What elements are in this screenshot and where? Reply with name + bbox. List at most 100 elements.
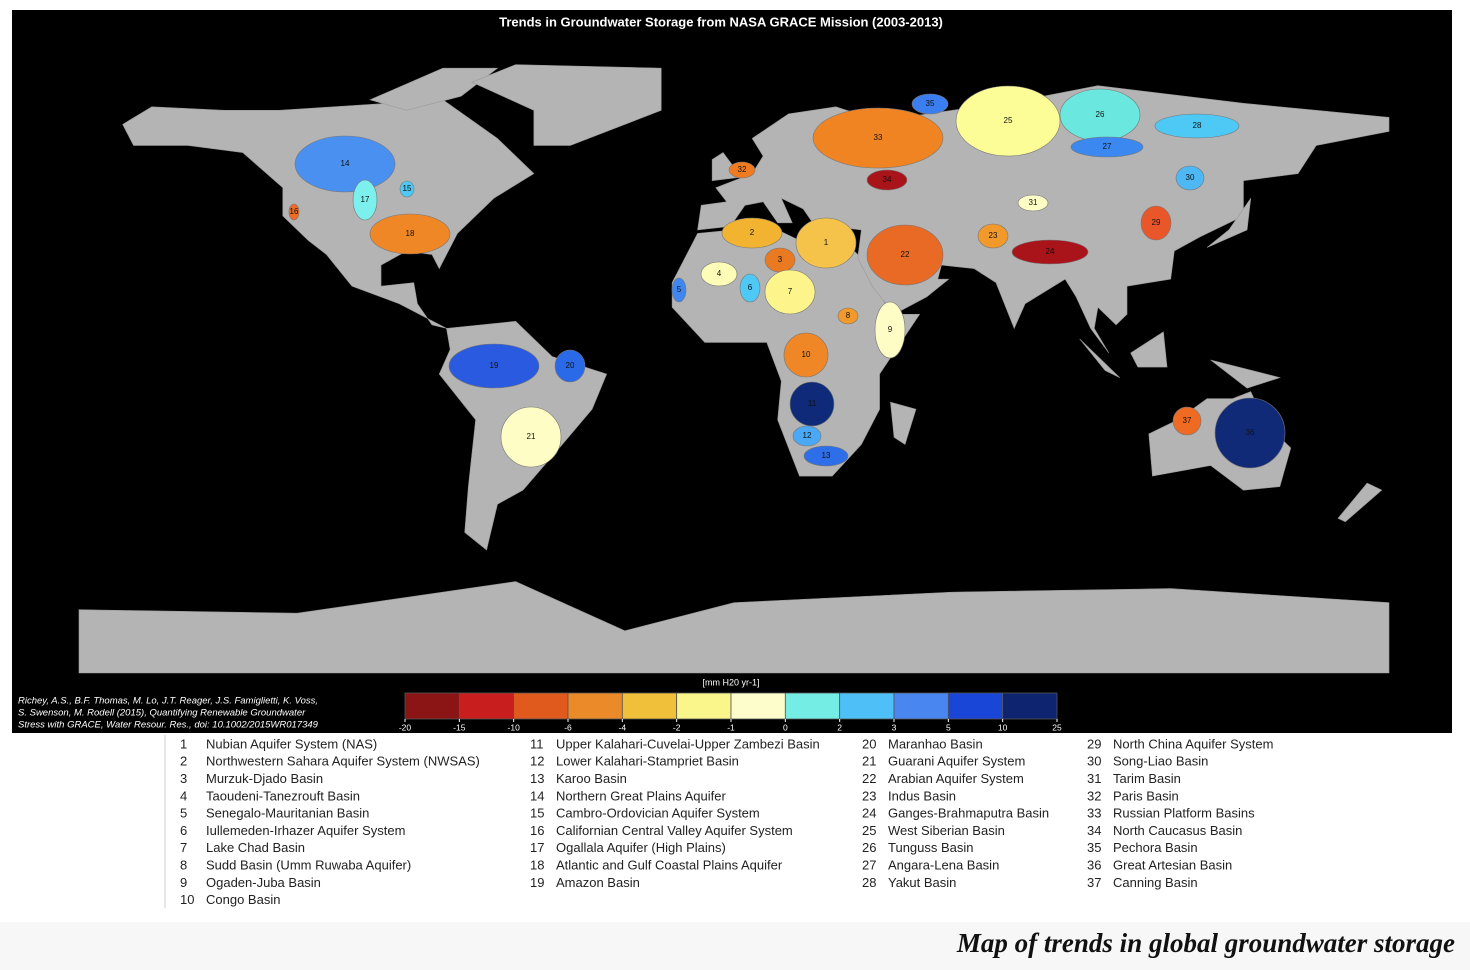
basin-region [448, 343, 540, 389]
basin-name: Californian Central Valley Aquifer Syste… [556, 823, 793, 838]
basin-name: Taoudeni-Tanezrouft Basin [206, 788, 360, 803]
colorbar-bin [784, 692, 841, 720]
basin-map-label: 13 [822, 451, 831, 460]
basin-map-label: 15 [403, 184, 412, 193]
colorbar-bin [567, 692, 623, 720]
basin-name: Upper Kalahari-Cuvelai-Upper Zambezi Bas… [556, 736, 820, 751]
basin-number: 5 [180, 806, 187, 821]
basin-name: Lower Kalahari-Stampriet Basin [556, 754, 739, 769]
basin-map-label: 17 [361, 195, 370, 204]
basin-name: Lake Chad Basin [206, 840, 305, 855]
basin-number: 4 [180, 788, 187, 803]
basin-number: 35 [1087, 840, 1101, 855]
landmass [471, 64, 662, 146]
basin-map-label: 2 [750, 228, 755, 237]
basin-list: 1 Nubian Aquifer System (NAS) 2 Northwester… [180, 736, 1273, 907]
colorbar-tick-label: -1 [727, 722, 735, 732]
basin-number: 29 [1087, 736, 1101, 751]
basin-number: 31 [1087, 771, 1101, 786]
basin-region [399, 180, 415, 198]
colorbar-bin [513, 692, 569, 720]
basin-map-label: 36 [1246, 428, 1255, 437]
basin-name: Paris Basin [1113, 788, 1179, 803]
basin-region [812, 107, 944, 169]
basin-map-label: 20 [566, 361, 575, 370]
basin-map-label: 19 [490, 361, 499, 370]
basin-map-label: 27 [1103, 142, 1112, 151]
basin-region [1175, 165, 1205, 191]
colorbar-bin [893, 692, 949, 720]
basin-map-label: 34 [883, 175, 892, 184]
basin-map-label: 31 [1029, 198, 1038, 207]
basin-map-label: 1 [824, 238, 829, 247]
basin-region [789, 381, 835, 427]
basin-name: North Caucasus Basin [1113, 823, 1242, 838]
basin-map-label: 21 [527, 432, 536, 441]
map-title: Trends in Groundwater Storage from NASA … [499, 14, 943, 29]
basin-number: 9 [180, 875, 187, 890]
basin-map-label: 28 [1193, 121, 1202, 130]
basin-region [728, 161, 756, 179]
colorbar-tick-label: -4 [619, 722, 627, 732]
basin-map-label: 3 [778, 255, 783, 264]
basin-map-label: 5 [677, 285, 682, 294]
basin-number: 17 [530, 840, 544, 855]
basin-region [500, 406, 562, 468]
colorbar-tick-label: -20 [399, 722, 412, 732]
basin-number: 22 [862, 771, 876, 786]
colorbar-bin [621, 692, 678, 720]
landmass [1079, 338, 1120, 378]
basin-map-label: 10 [802, 350, 811, 359]
basin-name: Amazon Basin [556, 875, 640, 890]
basin-region [1172, 406, 1202, 436]
basin-region [795, 217, 857, 269]
landmass [1130, 331, 1168, 368]
basin-map-label: 14 [341, 159, 350, 168]
basin-map-label: 24 [1046, 247, 1055, 256]
basin-name: Guarani Aquifer System [888, 754, 1025, 769]
citation-line: S. Swenson, M. Rodell (2015), Quantifyin… [18, 708, 306, 719]
basin-name: Karoo Basin [556, 771, 627, 786]
colorbar-tick-label: 0 [783, 722, 788, 732]
basin-name: North China Aquifer System [1113, 736, 1273, 751]
basin-number: 8 [180, 858, 187, 873]
basin-number: 30 [1087, 754, 1101, 769]
basin-map-label: 9 [888, 325, 893, 334]
basin-region [803, 445, 849, 467]
basin-name: Canning Basin [1113, 875, 1198, 890]
basin-region [294, 135, 396, 193]
citation-line: Richey, A.S., B.F. Thomas, M. Lo, J.T. R… [18, 696, 318, 707]
basin-region [1214, 397, 1286, 469]
basin-number: 25 [862, 823, 876, 838]
basin-name: Angara-Lena Basin [888, 858, 999, 873]
basin-map-label: 7 [788, 287, 793, 296]
basin-map-label: 22 [901, 250, 910, 259]
basin-number: 10 [180, 892, 194, 907]
basin-name: Song-Liao Basin [1113, 754, 1208, 769]
basin-map-label: 18 [406, 229, 415, 238]
basin-region [911, 93, 949, 115]
basin-name: Ogallala Aquifer (High Plains) [556, 840, 726, 855]
colorbar-tick-label: 25 [1052, 722, 1062, 732]
basin-name: Senegalo-Mauritanian Basin [206, 806, 369, 821]
colorbar-bin [730, 692, 786, 720]
basin-map-label: 33 [874, 133, 883, 142]
basin-name: Northern Great Plains Aquifer [556, 788, 726, 803]
basin-name: Iullemeden-Irhazer Aquifer System [206, 823, 405, 838]
basin-name: Great Artesian Basin [1113, 858, 1232, 873]
basin-region [1140, 205, 1172, 241]
basin-number: 18 [530, 858, 544, 873]
colorbar-bin [404, 692, 460, 720]
basin-region [1154, 113, 1240, 139]
basin-region [764, 269, 816, 315]
basin-region [700, 261, 738, 287]
colorbar: Richey, A.S., B.F. Thomas, M. Lo, J.T. R… [18, 677, 1062, 732]
basin-map-label: 6 [748, 283, 753, 292]
colorbar-tick-label: 2 [837, 722, 842, 732]
basin-number: 12 [530, 754, 544, 769]
basin-region [866, 169, 908, 191]
basin-number: 6 [180, 823, 187, 838]
colorbar-tick-label: -2 [673, 722, 681, 732]
basin-region [866, 224, 944, 286]
